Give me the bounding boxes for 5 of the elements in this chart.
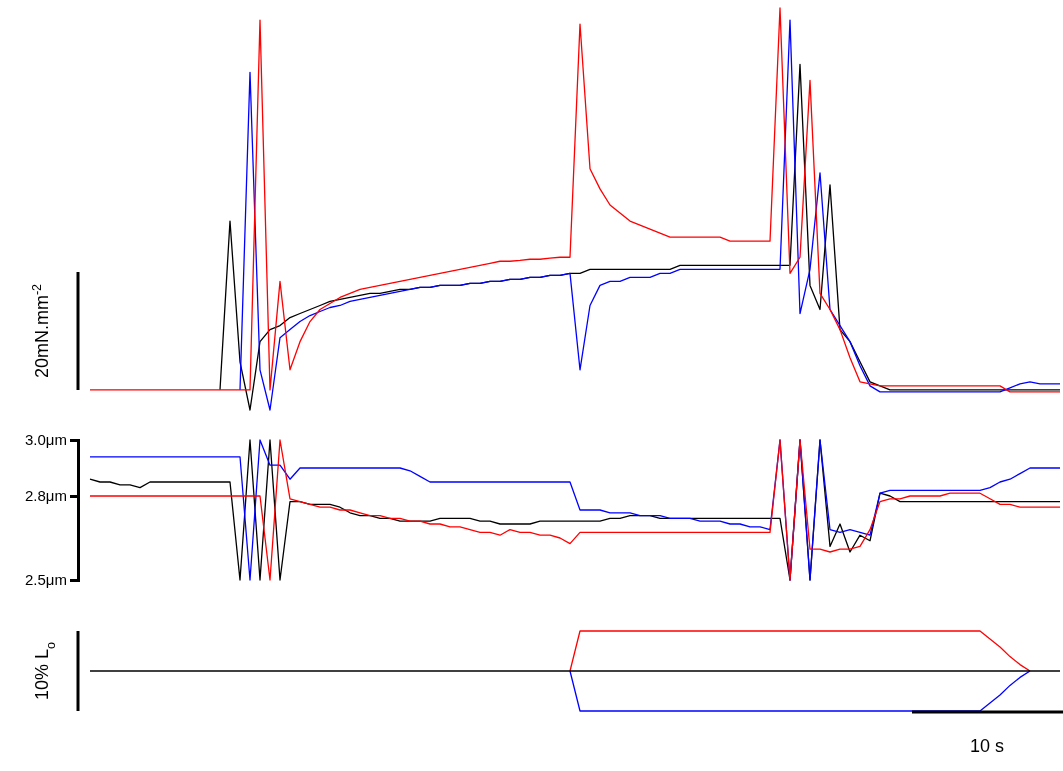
line-series bbox=[89, 439, 1061, 581]
y-tick-label: 2.8μm bbox=[25, 487, 67, 505]
y-tick-label: 2.5μm bbox=[25, 571, 67, 589]
text: 10 s bbox=[969, 736, 1005, 756]
y-tick-label: 3.0μm bbox=[25, 431, 67, 449]
